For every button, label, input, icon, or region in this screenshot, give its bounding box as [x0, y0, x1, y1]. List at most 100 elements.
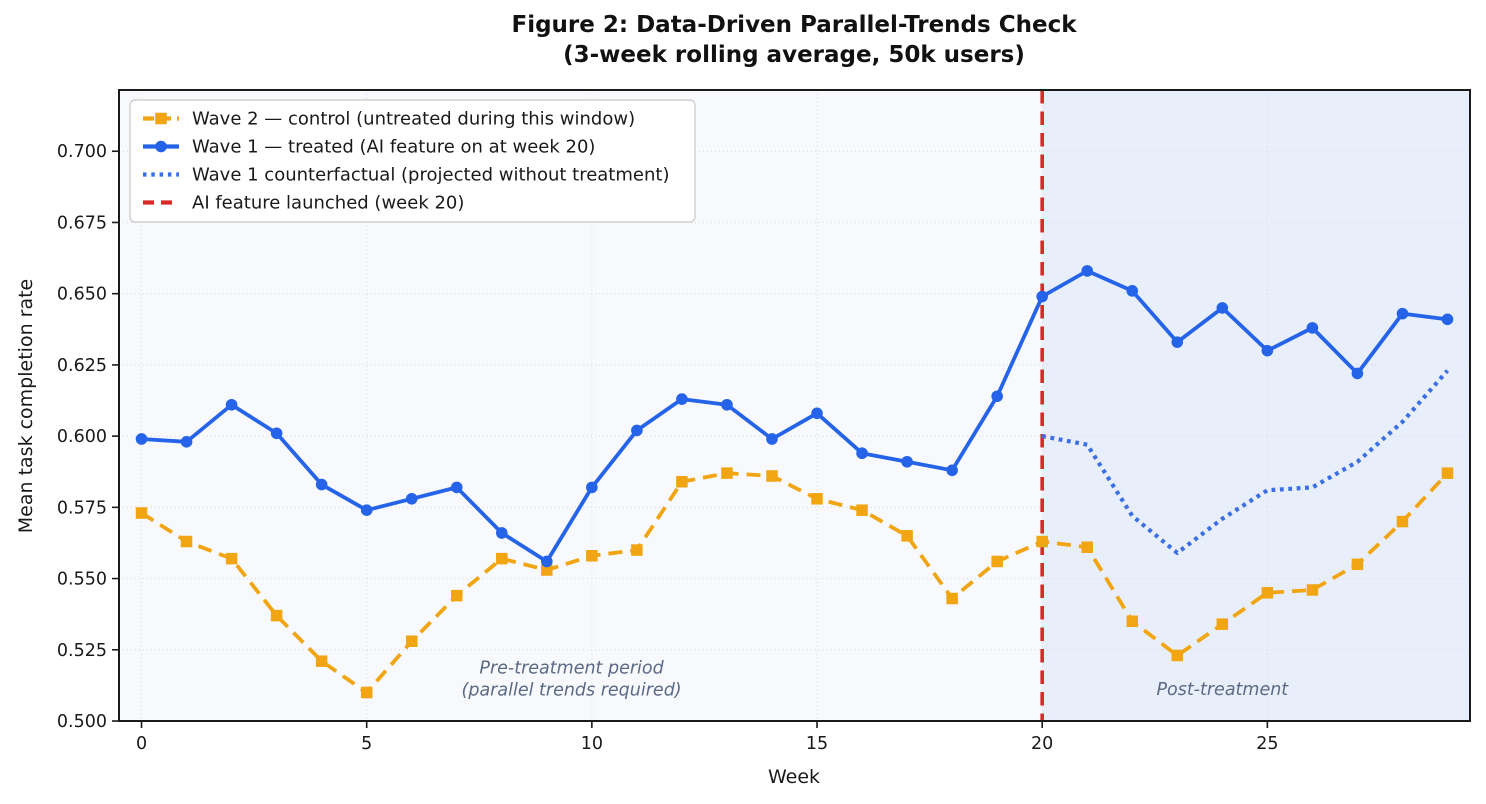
wave1-treated-point — [270, 427, 283, 440]
wave2-control-point — [586, 550, 598, 562]
wave1-treated-point — [586, 481, 598, 494]
axes-spines — [118, 89, 1471, 722]
legend-item: AI feature launched (week 20) — [143, 193, 464, 214]
wave1-treated-point — [676, 393, 688, 405]
wave2-control-point — [451, 589, 463, 602]
post-treatment-annotation: Post-treatment — [1156, 680, 1289, 700]
wave1-treated-point — [631, 424, 643, 437]
wave1-treated-point — [450, 481, 463, 494]
wave2-control-line — [140, 471, 1449, 695]
wave2-control-point — [766, 470, 778, 482]
wave1-treated-point — [1306, 322, 1319, 334]
wave2-control-point — [1351, 558, 1364, 571]
post-treatment-shaded-region — [1042, 90, 1470, 721]
wave1-treated-point — [1351, 367, 1364, 380]
wave1-treated-point — [1216, 302, 1229, 314]
y-tick-label: 0.675 — [57, 213, 107, 233]
wave2-control-point — [721, 467, 733, 479]
x-tick-label: 5 — [361, 734, 372, 754]
wave1-treated-point — [1126, 285, 1139, 297]
x-tick-label: 20 — [1031, 734, 1053, 754]
y-axis-label: Mean task completion rate — [15, 279, 37, 533]
legend-item: Wave 2 — control (untreated during this … — [143, 109, 635, 130]
wave1-treated-point — [1261, 344, 1274, 357]
wave2-control-point — [541, 564, 553, 576]
wave2-control-point — [631, 544, 643, 556]
wave2-control-point — [1126, 615, 1138, 628]
x-tick-label: 0 — [136, 734, 147, 754]
wave1-treated-point — [180, 436, 193, 448]
wave2-control-point — [1171, 649, 1184, 662]
y-tick-label: 0.625 — [57, 356, 107, 376]
wave1-treated-point — [1081, 265, 1094, 277]
x-axis-label: Week — [768, 766, 820, 788]
wave1-treated-point — [495, 527, 508, 539]
wave1-treated-point — [1396, 307, 1409, 320]
y-tick-label: 0.550 — [57, 570, 107, 590]
pre-treatment-annotation-line2: (parallel trends required) — [462, 681, 682, 701]
y-tick-label: 0.575 — [57, 498, 107, 518]
wave1-treated-point — [1036, 290, 1048, 303]
wave2-control-point — [901, 530, 913, 542]
wave1-treated-point — [1171, 336, 1184, 348]
wave2-control-point — [315, 655, 328, 667]
wave2-control-point — [496, 552, 508, 565]
wave1-treated-point — [946, 464, 958, 477]
wave1-treated-point — [901, 455, 913, 468]
wave1-treated-point — [225, 398, 238, 411]
wave2-control-point — [1081, 541, 1093, 553]
legend-swatch-marker — [155, 112, 167, 125]
legend-label: AI feature launched (week 20) — [192, 193, 464, 214]
legend-label: Wave 1 — treated (AI feature on at week … — [192, 137, 595, 158]
chart-title-line1: Figure 2: Data-Driven Parallel-Trends Ch… — [511, 12, 1077, 38]
legend: Wave 2 — control (untreated during this … — [129, 99, 696, 223]
wave2-control-point — [991, 555, 1003, 568]
wave2-control-point — [405, 635, 418, 647]
x-tick-label: 25 — [1256, 734, 1278, 754]
wave1-treated-point — [766, 433, 778, 445]
legend-label: Wave 2 — control (untreated during this … — [192, 109, 635, 130]
wave1-treated-point — [405, 492, 418, 505]
y-tick-label: 0.500 — [57, 712, 107, 732]
wave2-control-point — [1036, 535, 1048, 548]
y-tick-label: 0.600 — [57, 427, 107, 447]
legend-box — [129, 99, 696, 223]
legend-item: Wave 1 counterfactual (projected without… — [143, 165, 669, 186]
chart-title-line2: (3-week rolling average, 50k users) — [563, 42, 1025, 68]
wave2-control-point — [360, 686, 373, 699]
y-tick-label: 0.700 — [57, 142, 107, 162]
wave2-control-point — [676, 475, 688, 488]
wave2-control-point — [1261, 587, 1274, 599]
wave1-treated-point — [1441, 313, 1454, 326]
wave1-treated-point — [721, 398, 733, 411]
wave1-treated-point — [541, 555, 553, 568]
pre-treatment-annotation-line1: Pre-treatment period — [479, 659, 664, 679]
wave1-counterfactual-line — [1041, 369, 1450, 556]
wave2-control-point — [1396, 515, 1409, 528]
y-tick-label: 0.650 — [57, 285, 107, 305]
wave2-control-point — [1216, 618, 1229, 630]
wave2-control-point — [946, 592, 958, 605]
wave1-treated-line — [141, 268, 1448, 564]
wave2-control-point — [135, 507, 148, 519]
x-tick-label: 15 — [806, 734, 828, 754]
wave1-treated-point — [856, 447, 868, 460]
wave1-treated-point — [360, 504, 373, 516]
wave1-treated-point — [991, 390, 1003, 403]
wave2-control-point — [811, 493, 823, 505]
wave2-control-point — [225, 552, 238, 565]
x-tick-label: 10 — [581, 734, 603, 754]
wave1-treated-point — [135, 433, 148, 445]
wave2-control-point — [1306, 584, 1319, 596]
y-tick-label: 0.525 — [57, 641, 107, 661]
wave2-control-point — [856, 504, 868, 516]
legend-item: Wave 1 — treated (AI feature on at week … — [143, 137, 595, 158]
wave1-treated-point — [811, 407, 823, 420]
wave2-control-point — [270, 609, 283, 622]
wave2-control-point — [1441, 467, 1454, 479]
legend-label: Wave 1 counterfactual (projected without… — [192, 165, 669, 186]
wave2-control-point — [180, 535, 193, 548]
wave1-treated-point — [315, 478, 328, 491]
